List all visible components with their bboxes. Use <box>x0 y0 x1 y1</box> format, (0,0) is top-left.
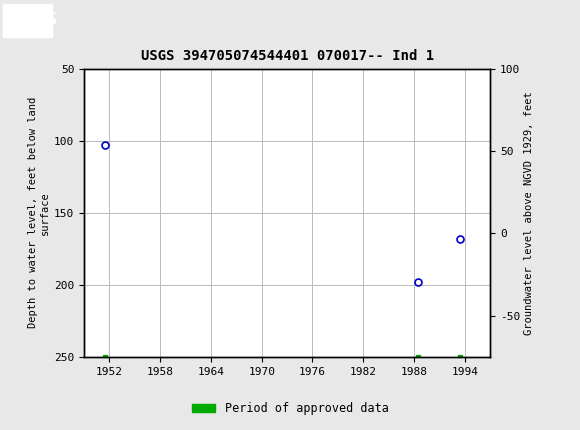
Legend: Period of approved data: Period of approved data <box>187 397 393 420</box>
FancyBboxPatch shape <box>3 4 52 37</box>
Y-axis label: Groundwater level above NGVD 1929, feet: Groundwater level above NGVD 1929, feet <box>524 91 534 335</box>
Title: USGS 394705074544401 070017-- Ind 1: USGS 394705074544401 070017-- Ind 1 <box>140 49 434 64</box>
Y-axis label: Depth to water level, feet below land
surface: Depth to water level, feet below land su… <box>28 97 50 329</box>
Text: ≡USGS: ≡USGS <box>3 12 57 29</box>
